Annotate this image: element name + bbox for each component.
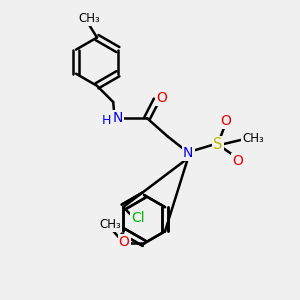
Text: O: O [156,91,167,105]
Text: O: O [220,114,231,128]
Text: S: S [213,137,222,152]
Text: Cl: Cl [131,211,145,225]
Text: CH₃: CH₃ [242,132,264,145]
Text: N: N [112,111,123,125]
Text: H: H [102,114,111,127]
Text: O: O [119,235,130,249]
Text: CH₃: CH₃ [78,13,100,26]
Text: O: O [232,154,243,168]
Text: CH₃: CH₃ [99,218,121,231]
Text: N: N [183,146,194,160]
